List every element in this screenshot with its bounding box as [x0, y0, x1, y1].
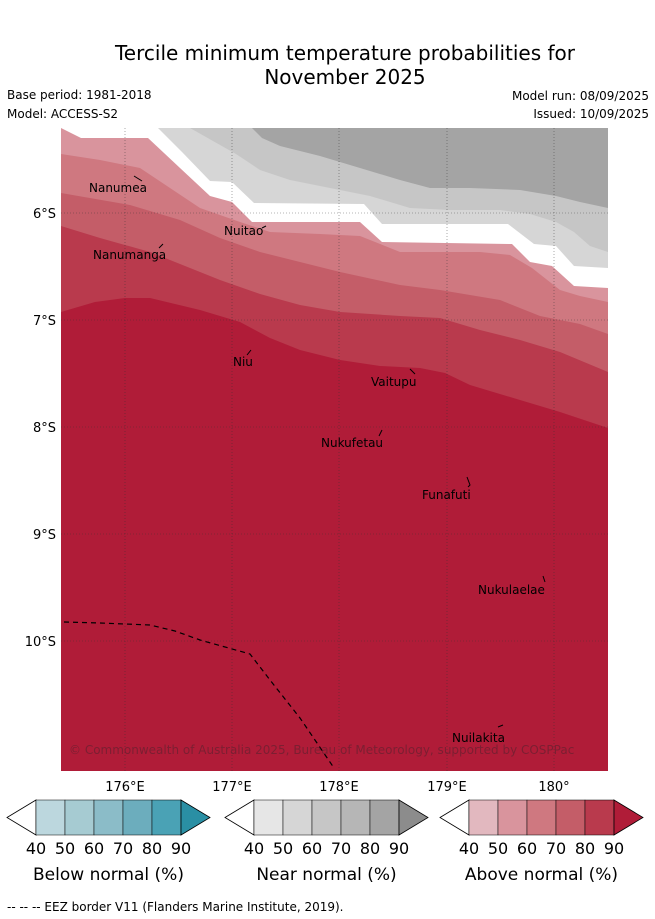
colorbar-tick-label: 80	[360, 839, 380, 858]
colorbar-tick-label: 90	[171, 839, 191, 858]
colorbar-tick-label: 70	[546, 839, 566, 858]
colorbar-tick-label: 70	[331, 839, 351, 858]
colorbar-tick-label: 80	[142, 839, 162, 858]
place-label-nanumea: Nanumea	[89, 181, 147, 195]
model-run: Model run: 08/09/2025	[511, 89, 649, 103]
lat-tick-label: 9°S	[33, 528, 56, 543]
colorbar-tick-label: 70	[113, 839, 133, 858]
colorbar-high-extend	[613, 799, 644, 836]
colorbar-tick-label: 60	[517, 839, 537, 858]
place-label-funafuti: Funafuti	[422, 488, 471, 502]
colorbar-low-extend	[224, 799, 255, 836]
colorbar-label: Above normal (%)	[465, 865, 618, 885]
map-area: Nanumea Nanumanga Nuitao Niu Vaitupu Nuk…	[61, 128, 608, 771]
title-line-2: November 2025	[264, 65, 426, 89]
colorbar-below-normal: 40 50 60 70 80 90 Below normal (%)	[6, 799, 211, 885]
title-line-1: Tercile minimum temperature probabilitie…	[114, 41, 576, 65]
colorbar-segment	[93, 799, 124, 836]
colorbar-tick-label: 50	[55, 839, 75, 858]
colorbar-segment	[369, 799, 400, 836]
colorbar-segment	[584, 799, 615, 836]
place-label-nuitao: Nuitao	[224, 224, 263, 238]
lon-tick-label: 177°E	[212, 780, 252, 795]
colorbar-segment	[497, 799, 528, 836]
place-label-niu: Niu	[233, 355, 253, 369]
lat-tick-label: 7°S	[33, 314, 56, 329]
colorbar-high-extend	[180, 799, 211, 836]
colorbar-tick-label: 60	[302, 839, 322, 858]
lat-tick-label: 10°S	[25, 635, 56, 650]
eez-border	[63, 621, 335, 769]
region-near-70	[252, 128, 608, 208]
lat-tick-label: 8°S	[33, 421, 56, 436]
colorbar-label: Below normal (%)	[33, 865, 184, 885]
place-label-nuilakita: Nuilakita	[452, 731, 505, 745]
colorbar-segment	[35, 799, 66, 836]
colorbar-legends: 40 50 60 70 80 90 Below normal (%) 40 50 60 70 80 90…	[6, 799, 644, 885]
colorbar-tick-label: 50	[488, 839, 508, 858]
colorbar-near-normal: 40 50 60 70 80 90 Near normal (%)	[224, 799, 429, 885]
colorbar-tick-label: 60	[84, 839, 104, 858]
copyright-notice: © Commonwealth of Australia 2025, Bureau…	[69, 743, 574, 757]
colorbar-tick-label: 40	[459, 839, 479, 858]
longitude-ticks: 176°E 177°E 178°E 179°E 180°	[105, 780, 569, 795]
colorbar-segment	[555, 799, 586, 836]
lon-tick-label: 178°E	[319, 780, 359, 795]
colorbar-segment	[253, 799, 284, 836]
issued-date: Issued: 10/09/2025	[533, 107, 649, 121]
colorbar-tick-label: 80	[575, 839, 595, 858]
colorbar-tick-label: 90	[604, 839, 624, 858]
eez-footnote: -- -- -- EEZ border V11 (Flanders Marine…	[7, 900, 344, 914]
base-period: Base period: 1981-2018	[7, 88, 152, 102]
colorbar-tick-label: 40	[26, 839, 46, 858]
colorbar-high-extend	[398, 799, 429, 836]
latitude-ticks: 6°S 7°S 8°S 9°S 10°S	[25, 207, 56, 650]
place-label-nukulaelae: Nukulaelae	[478, 583, 545, 597]
place-label-nanumanga: Nanumanga	[93, 248, 166, 262]
colorbar-segment	[340, 799, 371, 836]
colorbar-segment	[64, 799, 95, 836]
colorbar-above-normal: 40 50 60 70 80 90 Above normal (%)	[439, 799, 644, 885]
lon-tick-label: 176°E	[105, 780, 145, 795]
colorbar-segment	[282, 799, 313, 836]
island-leaders	[133, 175, 546, 728]
lat-tick-label: 6°S	[33, 207, 56, 222]
colorbar-tick-label: 90	[389, 839, 409, 858]
colorbar-low-extend	[6, 799, 37, 836]
lon-tick-label: 180°	[538, 780, 569, 795]
place-label-vaitupu: Vaitupu	[371, 375, 417, 389]
colorbar-low-extend	[439, 799, 470, 836]
map-title: Tercile minimum temperature probabilitie…	[0, 41, 655, 89]
colorbar-segment	[526, 799, 557, 836]
model-name: Model: ACCESS-S2	[7, 107, 119, 121]
colorbar-label: Near normal (%)	[256, 865, 396, 885]
colorbar-segment	[122, 799, 153, 836]
lon-tick-label: 179°E	[427, 780, 467, 795]
place-label-nukufetau: Nukufetau	[321, 436, 383, 450]
gridlines	[61, 128, 608, 771]
colorbar-tick-label: 50	[273, 839, 293, 858]
colorbar-segment	[151, 799, 182, 836]
colorbar-segment	[468, 799, 499, 836]
colorbar-tick-label: 40	[244, 839, 264, 858]
colorbar-segment	[311, 799, 342, 836]
